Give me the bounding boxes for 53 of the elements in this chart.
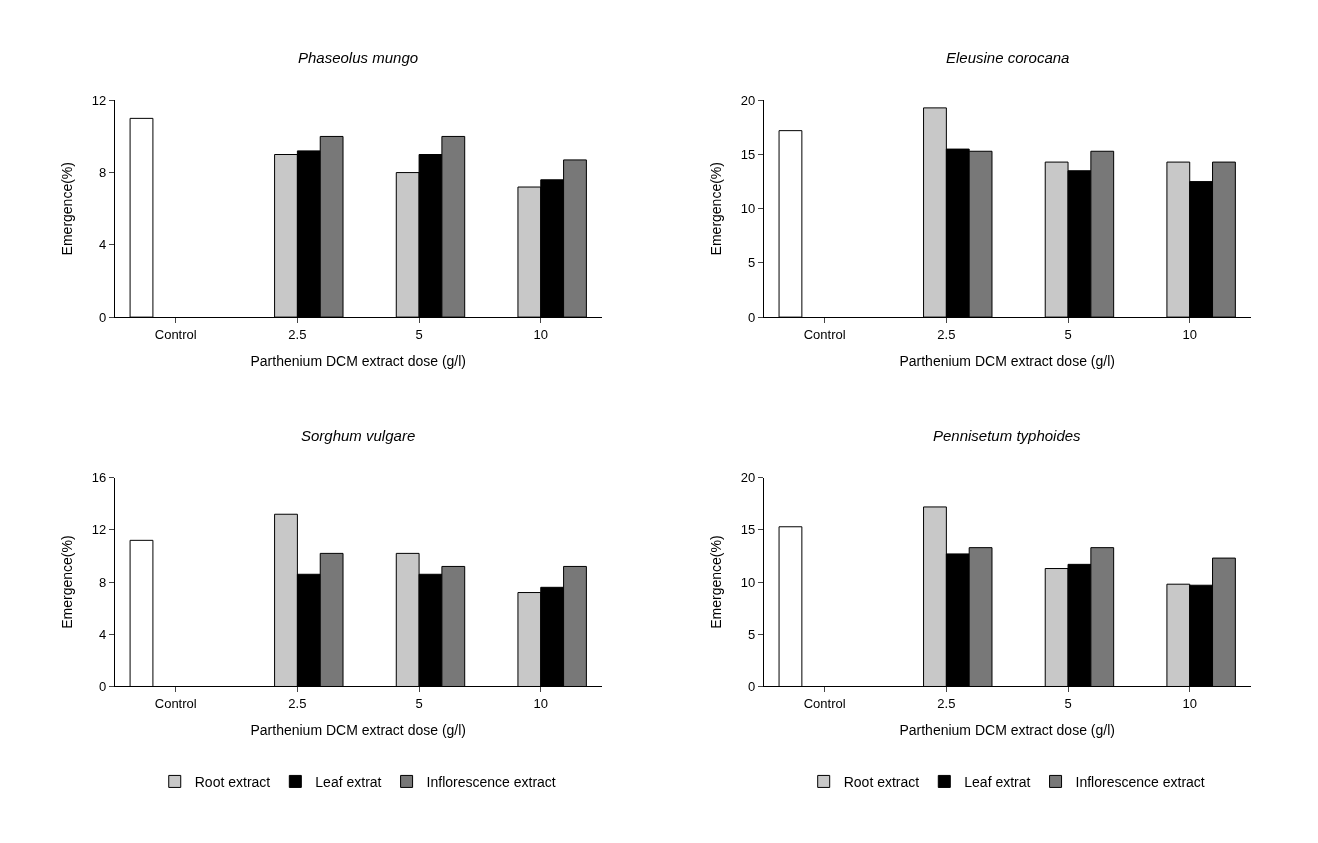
legend-label: Root extract	[843, 773, 920, 790]
chart-title: Phaseolus mungo	[298, 49, 419, 66]
y-axis-title: Emergence(%)	[59, 162, 76, 256]
x-axis-title: Parthenium DCM extract dose (g/l)	[899, 353, 1115, 370]
x-axis-title: Parthenium DCM extract dose (g/l)	[899, 722, 1115, 739]
legend-label: Root extract	[194, 773, 271, 790]
y-tick-label: 0	[99, 309, 107, 325]
legend-label: Leaf extrat	[315, 773, 382, 790]
y-tick-label: 4	[99, 626, 107, 642]
x-tick-label: Control	[803, 696, 846, 712]
y-tick-label: 10	[740, 201, 756, 217]
y-tick-label: 0	[99, 679, 107, 695]
y-tick-label: 20	[740, 92, 756, 108]
x-tick-label: 5	[1064, 326, 1072, 342]
y-tick-label: 4	[99, 237, 107, 253]
x-tick-label: Control	[803, 326, 846, 342]
x-tick-label: 2.5	[288, 326, 307, 342]
x-tick-label: Control	[154, 326, 197, 342]
y-tick-label: 8	[99, 165, 107, 181]
chart-title: Pennisetum typhoides	[933, 427, 1082, 444]
x-tick-label: 5	[415, 326, 423, 342]
x-tick-label: 5	[415, 696, 423, 712]
x-tick-label: 5	[1064, 696, 1072, 712]
y-tick-label: 0	[748, 309, 756, 325]
legend-label: Inflorescence extract	[426, 773, 556, 790]
x-tick-label: 10	[533, 326, 548, 342]
x-tick-label: 10	[1182, 326, 1197, 342]
x-tick-label: Control	[154, 696, 197, 712]
y-tick-label: 16	[91, 470, 107, 486]
y-tick-label: 12	[91, 92, 107, 108]
chart-title: Sorghum vulgare	[301, 427, 416, 444]
y-tick-label: 8	[99, 574, 107, 590]
y-tick-label: 12	[91, 522, 107, 538]
x-tick-label: 2.5	[937, 326, 956, 342]
x-tick-label: 10	[533, 696, 548, 712]
y-axis-title: Emergence(%)	[59, 535, 76, 629]
x-tick-label: 2.5	[288, 696, 307, 712]
y-axis-title: Emergence(%)	[708, 535, 725, 629]
x-axis-title: Parthenium DCM extract dose (g/l)	[250, 722, 467, 739]
chart-title: Eleusine corocana	[946, 49, 1070, 66]
y-tick-label: 5	[748, 626, 756, 642]
x-axis-title: Parthenium DCM extract dose (g/l)	[250, 353, 467, 370]
y-tick-label: 10	[740, 574, 756, 590]
legend-label: Inflorescence extract	[1075, 773, 1205, 790]
legend-label: Leaf extrat	[964, 773, 1031, 790]
x-tick-label: 2.5	[937, 696, 956, 712]
y-tick-label: 5	[748, 255, 756, 271]
y-tick-label: 15	[740, 147, 756, 163]
x-tick-label: 10	[1182, 696, 1197, 712]
y-tick-label: 15	[740, 522, 756, 538]
y-tick-label: 0	[748, 679, 756, 695]
y-tick-label: 20	[740, 470, 756, 486]
y-axis-title: Emergence(%)	[708, 162, 725, 256]
